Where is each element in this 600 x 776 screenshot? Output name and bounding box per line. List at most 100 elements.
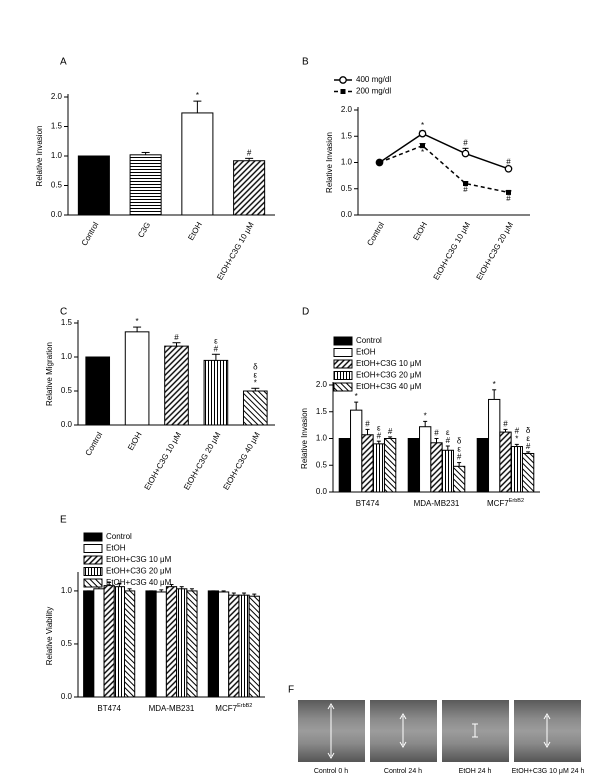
y-tick-label: 1.0: [316, 434, 328, 443]
y-tick-label: 1.0: [61, 586, 73, 595]
bar: [203, 359, 229, 426]
significance-mark: #: [463, 138, 468, 147]
x-tick-label: C3G: [136, 221, 152, 240]
y-tick-label: 0.0: [61, 420, 73, 429]
significance-mark: δ: [526, 426, 531, 435]
x-tick-label: MDA-MB231: [149, 704, 195, 713]
bar: [83, 590, 95, 698]
y-tick-label: 1.0: [61, 352, 73, 361]
legend-label: Control: [356, 336, 382, 345]
panel-f: F Control 0 h Control 24 h EtOH 24 h EtO…: [288, 685, 584, 775]
line: [379, 132, 509, 170]
x-tick-label: BT474: [97, 704, 121, 713]
legend-label: Control: [106, 532, 132, 541]
category-superscript: ErbB2: [237, 703, 252, 709]
significance-mark: *: [421, 121, 424, 130]
category-name: BT474: [356, 499, 380, 508]
panel-letter: F: [288, 685, 294, 696]
bar: [476, 438, 490, 493]
y-axis-label: Relative Migration: [45, 342, 54, 406]
significance-mark: #: [463, 185, 468, 194]
bar: [85, 356, 111, 426]
panel-letter: D: [302, 307, 309, 318]
panel: D 0.0 0.5 1.0 1.5 2.0 Relative Invasion BT474 MD…: [300, 307, 540, 508]
x-tick-label: MCF7ErbB2: [487, 498, 524, 508]
bar: [207, 590, 219, 698]
legend-marker: [339, 76, 347, 84]
bar: [113, 586, 126, 698]
panel-letter: C: [60, 307, 67, 318]
gap-marker: [472, 723, 478, 738]
bar: [233, 160, 266, 216]
y-tick-label: 1.0: [51, 151, 63, 160]
significance-mark: δ: [457, 437, 462, 446]
legend-label: EtOH+C3G 20 μM: [356, 371, 422, 380]
legend-swatch: [333, 359, 353, 369]
arrow-heads: [399, 713, 407, 748]
category-superscript: ErbB2: [509, 498, 524, 504]
panel-letter: A: [60, 57, 67, 68]
y-tick-label: 0.5: [51, 181, 63, 190]
x-tick-label: Control: [84, 430, 105, 457]
y-axis-label: Relative Invasion: [35, 126, 44, 187]
y-tick-label: 0.0: [316, 487, 328, 496]
y-tick-label: 0.5: [61, 386, 73, 395]
significance-mark: #: [506, 194, 511, 203]
legend-swatch: [83, 567, 103, 576]
significance-mark: *: [424, 411, 427, 420]
legend-label: EtOH: [356, 348, 376, 357]
significance-mark: *: [136, 317, 139, 326]
bar: [338, 438, 352, 493]
significance-mark: #: [434, 429, 439, 438]
bar: [407, 438, 421, 493]
bar: [103, 585, 115, 698]
category-name: MCF7: [215, 704, 237, 713]
bar: [164, 345, 189, 426]
legend-swatch: [83, 532, 103, 542]
significance-mark: #: [457, 453, 462, 462]
legend-swatch: [83, 578, 103, 588]
y-tick-label: 0.0: [341, 210, 353, 219]
category-name: BT474: [97, 704, 121, 713]
bar: [186, 590, 198, 698]
x-tick-label: EtOH+C3G 20 μM: [182, 430, 223, 491]
bar: [350, 409, 363, 493]
panel: A 0.0 0.5 1.0 1.5 2.0 Relative Invasion Control…: [35, 57, 275, 282]
x-tick-label: MDA-MB231: [414, 499, 460, 508]
y-tick-label: 1.5: [341, 131, 353, 140]
y-tick-label: 1.5: [51, 122, 63, 131]
significance-mark: #: [377, 431, 382, 440]
x-tick-label: EtOH: [126, 430, 144, 452]
significance-mark: #: [388, 427, 393, 436]
x-tick-label: BT474: [356, 499, 380, 508]
bar: [145, 590, 157, 698]
point: [418, 129, 427, 138]
y-axis-label: Relative Viability: [45, 607, 54, 666]
panel: E 0.0 0.5 1.0 Relative Viability BT474 MDA-MB2…: [45, 515, 265, 713]
significance-mark: #: [214, 344, 219, 353]
significance-mark: #: [503, 420, 508, 429]
significance-mark: #: [515, 426, 520, 435]
x-tick-label: EtOH+C3G 10 μM: [143, 430, 184, 491]
legend-label: EtOH+C3G 40 μM: [356, 382, 422, 391]
significance-mark: #: [174, 333, 179, 342]
bar: [430, 442, 443, 493]
bar: [383, 438, 397, 493]
x-tick-label: EtOH: [411, 220, 429, 242]
bar: [93, 588, 105, 698]
y-tick-label: 1.5: [316, 407, 328, 416]
bar: [155, 591, 167, 698]
category-name: MCF7: [487, 499, 509, 508]
caption: Control 0 h: [314, 768, 348, 775]
panel-letter: E: [60, 515, 67, 526]
bar: [176, 588, 188, 698]
bar: [165, 586, 178, 698]
legend-swatch: [83, 555, 103, 565]
point: [377, 160, 382, 165]
legend-label: EtOH+C3G 40 μM: [106, 578, 172, 587]
x-tick-label: EtOH+C3G 40 μM: [221, 430, 262, 491]
bar: [228, 594, 240, 698]
significance-mark: ε: [457, 445, 461, 454]
significance-mark: *: [254, 378, 257, 387]
significance-mark: #: [446, 436, 451, 445]
